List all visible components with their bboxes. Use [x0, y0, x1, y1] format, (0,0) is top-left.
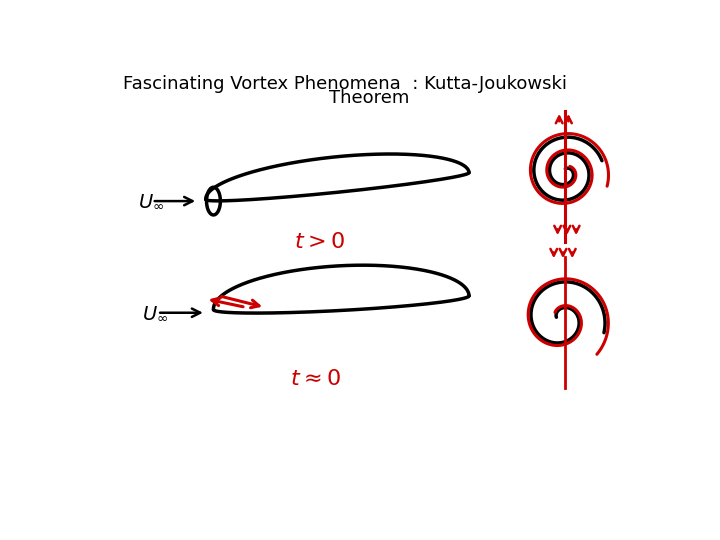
Text: $t \approx 0$: $t \approx 0$: [289, 368, 341, 390]
Text: $U_\infty$: $U_\infty$: [138, 192, 164, 211]
Text: Theorem: Theorem: [329, 90, 409, 107]
Text: $t > 0$: $t > 0$: [294, 231, 344, 253]
Text: Fascinating Vortex Phenomena  : Kutta-Joukowski: Fascinating Vortex Phenomena : Kutta-Jou…: [122, 75, 567, 93]
Text: $U_\infty$: $U_\infty$: [142, 303, 168, 323]
